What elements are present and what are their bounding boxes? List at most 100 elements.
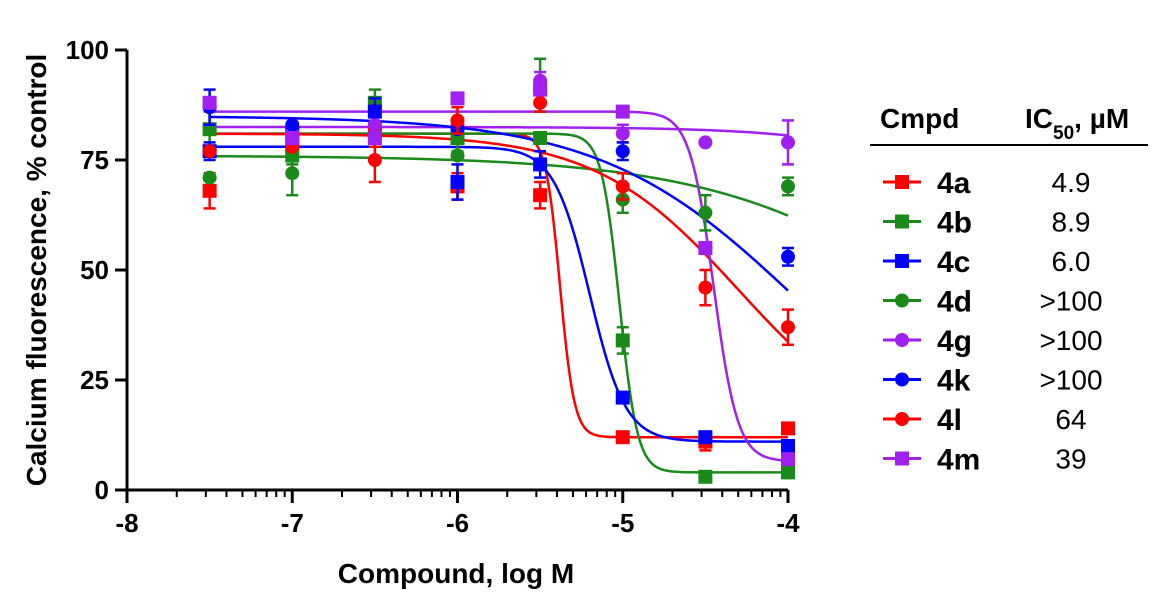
data-point (698, 205, 713, 220)
fit-curve-4b (209, 132, 788, 474)
data-point (367, 104, 382, 119)
legend-series-name: 4c (937, 246, 970, 279)
legend-marker (895, 175, 909, 189)
legend-series-name: 4a (937, 167, 971, 200)
legend-row-4m: 4m 39 (883, 444, 1087, 477)
x-tick-labels: -8 -7 -6 -5 -4 (115, 508, 800, 538)
y-tick-label: 25 (80, 365, 109, 395)
data-point (781, 179, 795, 194)
legend-row-4k: 4k >100 (883, 365, 1103, 398)
legend-row-4c: 4c 6.0 (883, 246, 1090, 279)
fit-curve-4k (209, 115, 789, 292)
legend-marker (895, 254, 909, 268)
legend-header-name: Cmpd (880, 103, 959, 134)
fit-curve-4g (209, 125, 789, 137)
data-point (367, 131, 382, 145)
data-point (533, 131, 548, 145)
data-point (781, 439, 795, 453)
legend-ic50-value: 4.9 (1052, 167, 1091, 198)
data-point (202, 183, 217, 198)
legend-series-name: 4m (937, 444, 980, 477)
legend-marker (895, 451, 909, 466)
data-point (698, 280, 713, 295)
legend-ic50-value: >100 (1039, 286, 1102, 317)
y-axis-title-group: Calcium fluorescence, % control (21, 54, 52, 487)
legend-row-4l: 4l 64 (883, 404, 1087, 437)
fit-curve-4d (209, 154, 789, 217)
data-point (698, 241, 713, 255)
legend-header-value-unit: , µM (1074, 103, 1129, 134)
data-point (615, 179, 630, 194)
x-tick-label: -5 (611, 508, 634, 538)
y-tick-label: 75 (80, 145, 109, 175)
x-axis-title: Compound, log M (338, 558, 574, 589)
legend-series-name: 4l (937, 404, 962, 437)
x-tick-label: -8 (115, 508, 138, 538)
legend-ic50-value: >100 (1039, 365, 1102, 396)
data-point (615, 430, 630, 445)
legend-ic50-value: >100 (1039, 325, 1102, 356)
legend-series-name: 4g (937, 325, 972, 358)
legend-row-4d: 4d >100 (883, 286, 1103, 319)
data-point (450, 113, 465, 128)
data-point (781, 452, 795, 467)
data-point (450, 175, 465, 189)
y-tick-label: 100 (66, 35, 109, 65)
data-point (367, 153, 382, 167)
series-4m (202, 82, 795, 467)
legend-ic50-value: 6.0 (1052, 246, 1091, 277)
legend-ic50-value: 39 (1055, 444, 1086, 475)
data-point (285, 166, 300, 181)
legend-marker (895, 333, 909, 347)
legend: Cmpd IC50, µM 4a 4.9 4b 8.9 4c 6.0 4d >100 4g >10… (870, 103, 1148, 477)
y-tick-label: 0 (95, 475, 109, 505)
x-tick-label: -6 (446, 508, 469, 538)
data-point (450, 91, 465, 106)
legend-rows: 4a 4.9 4b 8.9 4c 6.0 4d >100 4g >100 4k >100 4l 64 4m 3… (883, 167, 1103, 477)
legend-row-4b: 4b 8.9 (883, 207, 1090, 240)
x-tick-label: -7 (281, 508, 304, 538)
data-point (615, 126, 630, 141)
data-points (202, 57, 795, 484)
axes (115, 48, 790, 503)
data-point (533, 157, 548, 172)
data-point (285, 117, 300, 132)
data-point (533, 82, 548, 97)
legend-header-value-sub: 50 (1053, 123, 1074, 144)
data-point (698, 135, 713, 150)
legend-header-value: IC50, µM (1025, 103, 1129, 144)
data-point (781, 249, 795, 264)
data-point (533, 95, 548, 110)
data-point (450, 148, 465, 163)
data-point (781, 421, 795, 436)
data-point (615, 333, 630, 348)
legend-row-4a: 4a 4.9 (883, 167, 1090, 200)
x-tick-label: -4 (776, 508, 800, 538)
legend-marker (895, 293, 909, 308)
data-point (698, 469, 713, 484)
data-point (698, 430, 713, 445)
data-point (781, 320, 795, 335)
legend-marker (895, 214, 909, 229)
legend-marker (895, 372, 909, 387)
legend-ic50-value: 64 (1055, 404, 1086, 435)
data-point (615, 104, 630, 119)
data-point (615, 144, 630, 159)
data-point (615, 390, 630, 405)
legend-series-name: 4d (937, 286, 972, 319)
data-point (285, 131, 300, 145)
fit-curve-4m (209, 110, 789, 462)
y-tick-label: 50 (80, 255, 109, 285)
y-tick-labels: 0 25 50 75 100 (66, 35, 109, 505)
legend-header-value-main: IC (1025, 103, 1053, 134)
legend-ic50-value: 8.9 (1052, 207, 1091, 238)
legend-row-4g: 4g >100 (883, 325, 1103, 358)
data-point (781, 135, 795, 150)
fit-curve-4c (209, 145, 789, 443)
data-point (202, 95, 217, 110)
data-point (202, 144, 217, 159)
legend-marker (895, 412, 909, 426)
fit-curve-4l (209, 132, 789, 343)
fit-curves (209, 110, 789, 474)
